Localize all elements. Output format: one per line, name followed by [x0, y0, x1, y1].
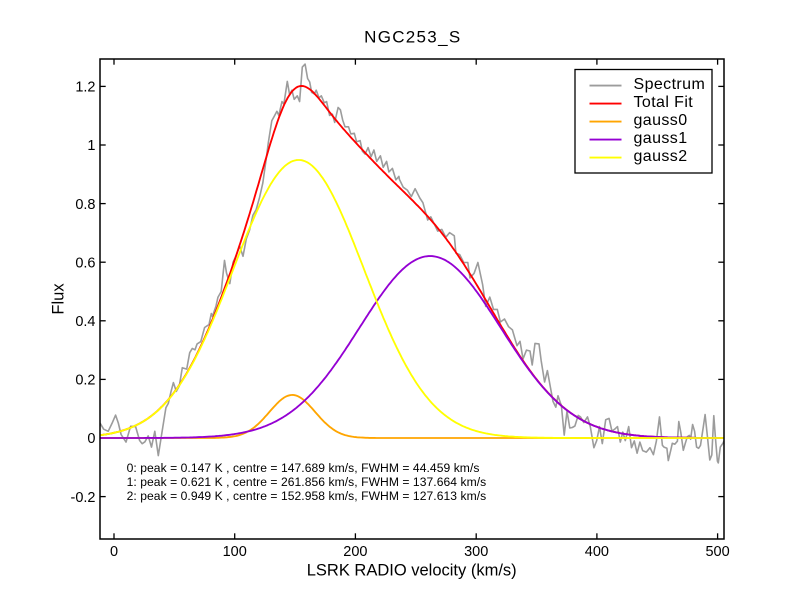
svg-text:0.2: 0.2	[75, 373, 95, 389]
svg-text:Spectrum: Spectrum	[634, 76, 706, 93]
svg-text:300: 300	[464, 544, 488, 560]
svg-text:NGC253_S: NGC253_S	[364, 28, 461, 47]
svg-text:0: peak = 0.147 K , centre = 1: 0: peak = 0.147 K , centre = 147.689 km/…	[127, 461, 480, 475]
svg-text:0.8: 0.8	[75, 197, 95, 213]
svg-text:0: 0	[110, 544, 118, 560]
svg-text:-0.2: -0.2	[71, 490, 96, 506]
svg-text:0.6: 0.6	[75, 255, 95, 271]
svg-text:gauss1: gauss1	[634, 130, 688, 147]
svg-text:200: 200	[343, 544, 367, 560]
svg-text:1: 1	[87, 138, 95, 154]
svg-text:gauss2: gauss2	[634, 148, 688, 165]
svg-text:1.2: 1.2	[75, 80, 95, 96]
svg-text:100: 100	[223, 544, 247, 560]
svg-text:Flux: Flux	[49, 283, 67, 315]
svg-text:1: peak = 0.621 K , centre = 2: 1: peak = 0.621 K , centre = 261.856 km/…	[127, 475, 487, 489]
svg-text:0: 0	[87, 431, 95, 447]
svg-text:LSRK RADIO velocity (km/s): LSRK RADIO velocity (km/s)	[307, 562, 517, 580]
svg-text:2: peak = 0.949 K , centre = 1: 2: peak = 0.949 K , centre = 152.958 km/…	[127, 489, 487, 503]
svg-text:0.4: 0.4	[75, 314, 95, 330]
svg-text:500: 500	[705, 544, 729, 560]
svg-text:Total Fit: Total Fit	[634, 94, 694, 111]
svg-text:gauss0: gauss0	[634, 112, 688, 129]
svg-text:400: 400	[585, 544, 609, 560]
